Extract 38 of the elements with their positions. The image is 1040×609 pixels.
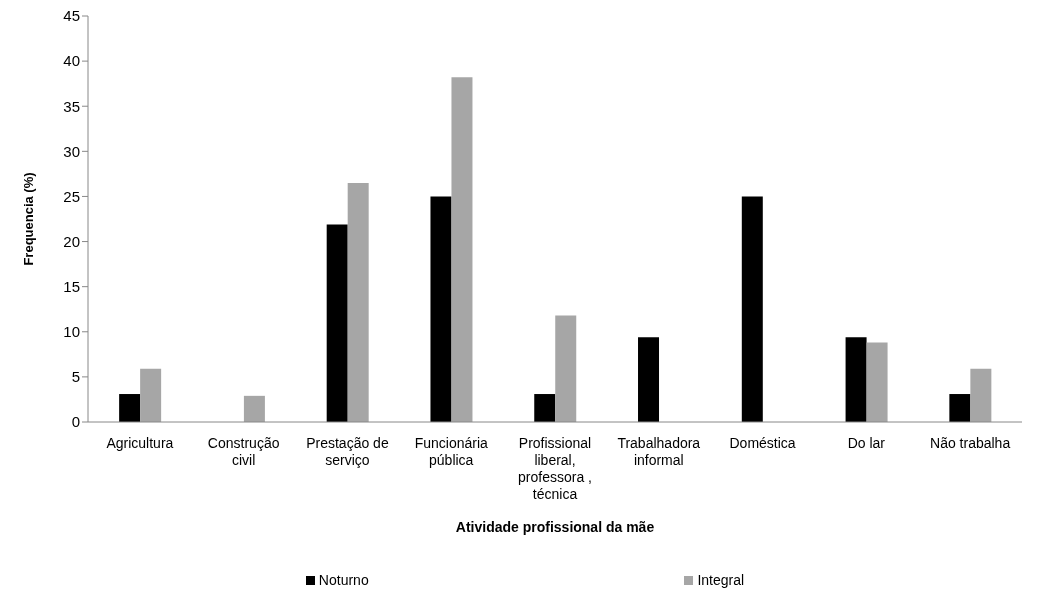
y-tick-label: 5 <box>71 368 80 386</box>
y-tick-label: 45 <box>63 7 80 25</box>
y-tick-label: 35 <box>63 97 80 115</box>
y-tick-label: 15 <box>63 277 80 295</box>
x-axis-title: Atividade profissional da mãe <box>455 519 655 535</box>
bar <box>451 77 473 422</box>
x-tick-label: Construção civil <box>207 435 280 468</box>
x-tick-label: Agricultura <box>106 435 174 451</box>
y-tick-label: 10 <box>63 323 80 341</box>
y-tick-label: 25 <box>63 187 80 205</box>
bar <box>140 368 162 422</box>
y-tick-label: 20 <box>63 232 80 250</box>
x-tick-label: Prestação de serviço <box>306 435 389 468</box>
bar <box>949 394 971 422</box>
bar <box>430 196 452 422</box>
bar <box>119 394 141 422</box>
y-axis-title: Frequencia (%) <box>20 172 36 266</box>
bar <box>970 368 992 422</box>
legend-label: Integral <box>696 572 745 588</box>
x-tick-label: Profissional liberal, professora , técnica <box>518 435 592 502</box>
bar <box>555 315 577 422</box>
y-tick-label: 0 <box>71 413 80 431</box>
bar <box>243 395 265 422</box>
bar <box>347 182 369 422</box>
bar <box>866 342 888 422</box>
legend-label: Noturno <box>317 572 369 588</box>
x-tick-label: Não trabalha <box>930 435 1011 451</box>
y-tick-label: 30 <box>63 142 80 160</box>
x-tick-label: Trabalhadora informal <box>617 435 701 468</box>
bar <box>845 337 867 422</box>
x-tick-label: Doméstica <box>729 435 796 451</box>
bar <box>534 394 556 422</box>
bar <box>638 337 660 422</box>
bar <box>326 224 348 422</box>
x-tick-label: Do lar <box>847 435 886 451</box>
y-tick-label: 40 <box>63 52 80 70</box>
x-tick-label: Funcionária pública <box>414 435 489 468</box>
bar <box>741 196 763 422</box>
